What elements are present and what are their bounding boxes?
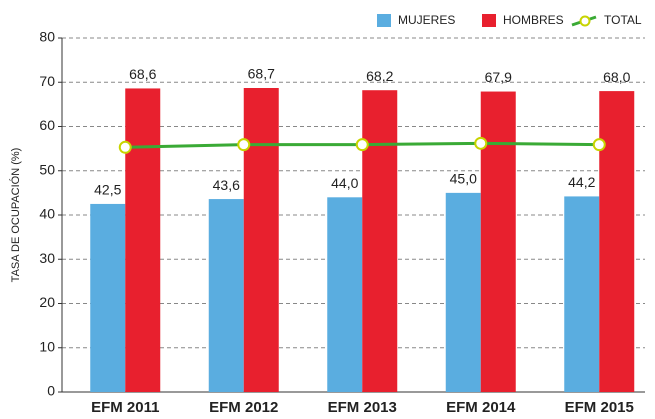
bar [125, 88, 161, 392]
line-marker [118, 140, 132, 154]
line-marker [474, 136, 488, 150]
bar [327, 197, 363, 392]
bar [564, 196, 600, 392]
value-label: 68,2 [366, 68, 393, 84]
x-tick-label: EFM 2015 [565, 399, 634, 416]
value-label: 68,0 [603, 69, 630, 85]
value-label: 43,6 [213, 177, 240, 193]
y-tick-label: 0 [47, 383, 55, 399]
value-label: 42,5 [94, 182, 121, 198]
line-marker [592, 138, 606, 152]
value-label: 67,9 [485, 69, 512, 85]
y-tick-label: 10 [39, 338, 55, 354]
bar [362, 90, 398, 392]
value-label: 68,7 [248, 66, 275, 82]
y-tick-label: 60 [39, 117, 55, 133]
bar [599, 91, 635, 392]
value-label: 44,2 [568, 174, 595, 190]
bar [243, 88, 279, 392]
value-label: 68,6 [129, 66, 156, 82]
line-marker [237, 138, 251, 152]
y-tick-label: 30 [39, 250, 55, 266]
legend-swatch [377, 14, 391, 27]
y-tick-label: 80 [39, 29, 55, 45]
x-tick-label: EFM 2011 [91, 399, 159, 416]
bar [480, 91, 516, 392]
y-tick-label: 70 [39, 73, 55, 89]
y-tick-label: 20 [39, 294, 55, 310]
y-axis-label: TASA DE OCUPACIÓN (%) [9, 148, 22, 283]
x-tick-label: EFM 2013 [328, 399, 397, 416]
legend-label: HOMBRES [503, 13, 564, 27]
y-tick-label: 40 [39, 206, 55, 222]
bar [208, 199, 244, 392]
x-tick-label: EFM 2012 [209, 399, 278, 416]
value-label: 44,0 [331, 175, 358, 191]
legend-swatch [579, 15, 591, 27]
legend-label: MUJERES [398, 13, 455, 27]
bar [90, 203, 126, 392]
line-marker [355, 138, 369, 152]
legend-swatch [482, 14, 496, 27]
bar [445, 192, 481, 392]
value-label: 45,0 [450, 171, 477, 187]
y-tick-label: 50 [39, 161, 55, 177]
x-tick-label: EFM 2014 [446, 399, 516, 416]
legend-label: TOTAL [604, 13, 642, 27]
